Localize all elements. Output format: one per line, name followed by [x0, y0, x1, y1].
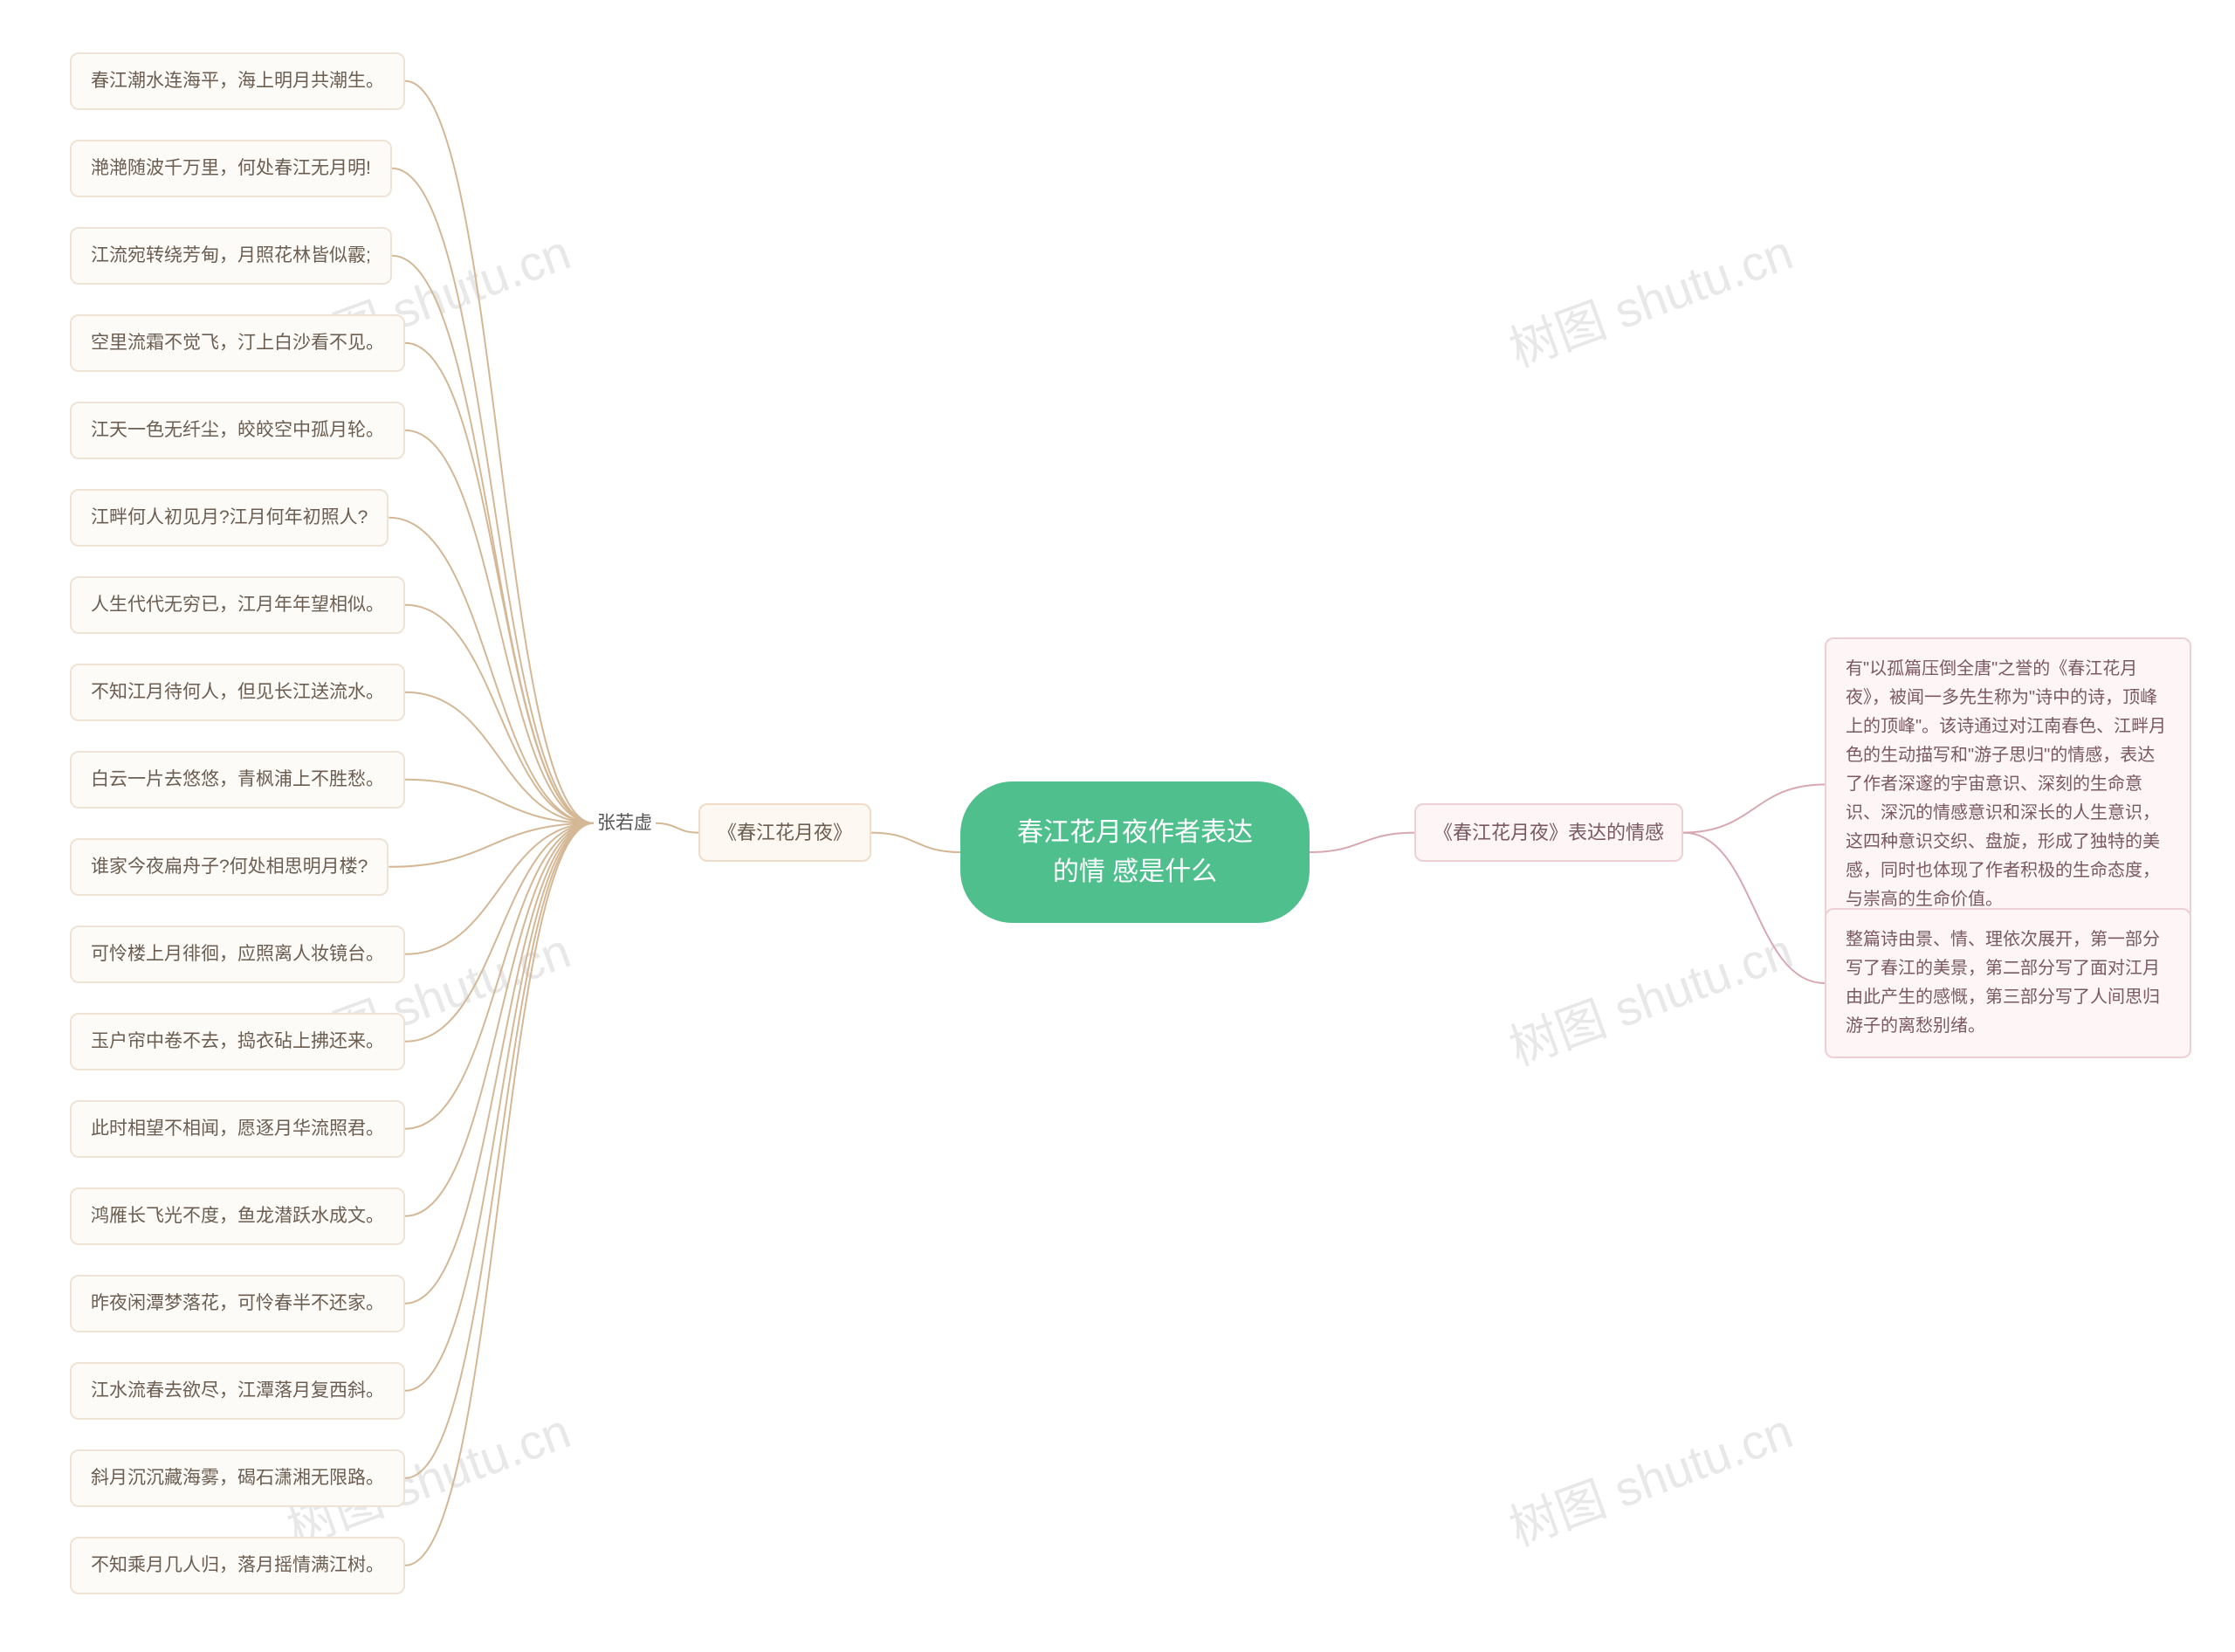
left-branch-title-text: 《春江花月夜》 — [718, 817, 852, 848]
center-topic[interactable]: 春江花月夜作者表达的情 感是什么 — [960, 781, 1310, 923]
poem-line-13[interactable]: 此时相望不相闻，愿逐月华流照君。 — [70, 1100, 405, 1158]
center-topic-text: 春江花月夜作者表达的情 感是什么 — [1009, 813, 1261, 891]
poem-line-text: 此时相望不相闻，愿逐月华流照君。 — [91, 1114, 384, 1144]
poem-line-text: 谁家今夜扁舟子?何处相思明月楼? — [91, 852, 368, 882]
poem-line-text: 江流宛转绕芳甸，月照花林皆似霰; — [91, 241, 371, 271]
poem-line-4[interactable]: 空里流霜不觉飞，汀上白沙看不见。 — [70, 314, 405, 372]
right-branch-title-text: 《春江花月夜》表达的情感 — [1434, 817, 1664, 848]
poem-line-text: 江水流春去欲尽，江潭落月复西斜。 — [91, 1376, 384, 1406]
poem-line-text: 斜月沉沉藏海雾，碣石潇湘无限路。 — [91, 1463, 384, 1493]
poem-line-5[interactable]: 江天一色无纤尘，皎皎空中孤月轮。 — [70, 402, 405, 459]
watermark-6: 树图 shutu.cn — [1498, 1392, 1801, 1559]
poem-line-1[interactable]: 春江潮水连海平，海上明月共潮生。 — [70, 52, 405, 110]
emotion-paragraph-1[interactable]: 有"以孤篇压倒全唐"之誉的《春江花月夜》，被闻一多先生称为"诗中的诗，顶峰上的顶… — [1825, 637, 2191, 932]
emotion-paragraph-1-text: 有"以孤篇压倒全唐"之誉的《春江花月夜》，被闻一多先生称为"诗中的诗，顶峰上的顶… — [1846, 655, 2170, 914]
poem-line-3[interactable]: 江流宛转绕芳甸，月照花林皆似霰; — [70, 227, 392, 285]
poem-line-text: 江天一色无纤尘，皎皎空中孤月轮。 — [91, 416, 384, 445]
emotion-paragraph-2[interactable]: 整篇诗由景、情、理依次展开，第一部分写了春江的美景，第二部分写了面对江月由此产生… — [1825, 908, 2191, 1058]
left-branch-title[interactable]: 《春江花月夜》 — [698, 803, 871, 862]
watermark-2: 树图 shutu.cn — [1498, 213, 1801, 381]
watermark-4: 树图 shutu.cn — [1498, 912, 1801, 1079]
emotion-paragraph-2-text: 整篇诗由景、情、理依次展开，第一部分写了春江的美景，第二部分写了面对江月由此产生… — [1846, 926, 2170, 1041]
poem-line-14[interactable]: 鸿雁长飞光不度，鱼龙潜跃水成文。 — [70, 1187, 405, 1245]
poem-line-text: 昨夜闲潭梦落花，可怜春半不还家。 — [91, 1289, 384, 1318]
poem-line-17[interactable]: 斜月沉沉藏海雾，碣石潇湘无限路。 — [70, 1449, 405, 1507]
poem-line-text: 不知乘月几人归，落月摇情满江树。 — [91, 1551, 384, 1580]
right-branch-title[interactable]: 《春江花月夜》表达的情感 — [1414, 803, 1683, 862]
poem-line-15[interactable]: 昨夜闲潭梦落花，可怜春半不还家。 — [70, 1275, 405, 1332]
poem-line-text: 玉户帘中卷不去，捣衣砧上拂还来。 — [91, 1027, 384, 1057]
poem-line-9[interactable]: 白云一片去悠悠，青枫浦上不胜愁。 — [70, 751, 405, 809]
poem-line-text: 不知江月待何人，但见长江送流水。 — [91, 678, 384, 707]
poem-line-text: 可怜楼上月徘徊，应照离人妆镜台。 — [91, 940, 384, 969]
poem-line-text: 江畔何人初见月?江月何年初照人? — [91, 503, 368, 533]
poem-line-16[interactable]: 江水流春去欲尽，江潭落月复西斜。 — [70, 1362, 405, 1420]
poem-line-12[interactable]: 玉户帘中卷不去，捣衣砧上拂还来。 — [70, 1013, 405, 1070]
author-text: 张若虚 — [597, 809, 652, 838]
poem-line-text: 空里流霜不觉飞，汀上白沙看不见。 — [91, 328, 384, 358]
poem-line-2[interactable]: 滟滟随波千万里，何处春江无月明! — [70, 140, 392, 197]
poem-line-7[interactable]: 人生代代无穷已，江月年年望相似。 — [70, 576, 405, 634]
author-node[interactable]: 张若虚 — [594, 803, 656, 843]
poem-line-text: 鸿雁长飞光不度，鱼龙潜跃水成文。 — [91, 1201, 384, 1231]
poem-line-text: 春江潮水连海平，海上明月共潮生。 — [91, 66, 384, 96]
poem-line-text: 滟滟随波千万里，何处春江无月明! — [91, 154, 371, 183]
poem-line-6[interactable]: 江畔何人初见月?江月何年初照人? — [70, 489, 389, 547]
poem-line-text: 白云一片去悠悠，青枫浦上不胜愁。 — [91, 765, 384, 795]
poem-line-8[interactable]: 不知江月待何人，但见长江送流水。 — [70, 664, 405, 721]
poem-line-18[interactable]: 不知乘月几人归，落月摇情满江树。 — [70, 1537, 405, 1594]
poem-line-11[interactable]: 可怜楼上月徘徊，应照离人妆镜台。 — [70, 926, 405, 983]
poem-line-10[interactable]: 谁家今夜扁舟子?何处相思明月楼? — [70, 838, 389, 896]
poem-line-text: 人生代代无穷已，江月年年望相似。 — [91, 590, 384, 620]
